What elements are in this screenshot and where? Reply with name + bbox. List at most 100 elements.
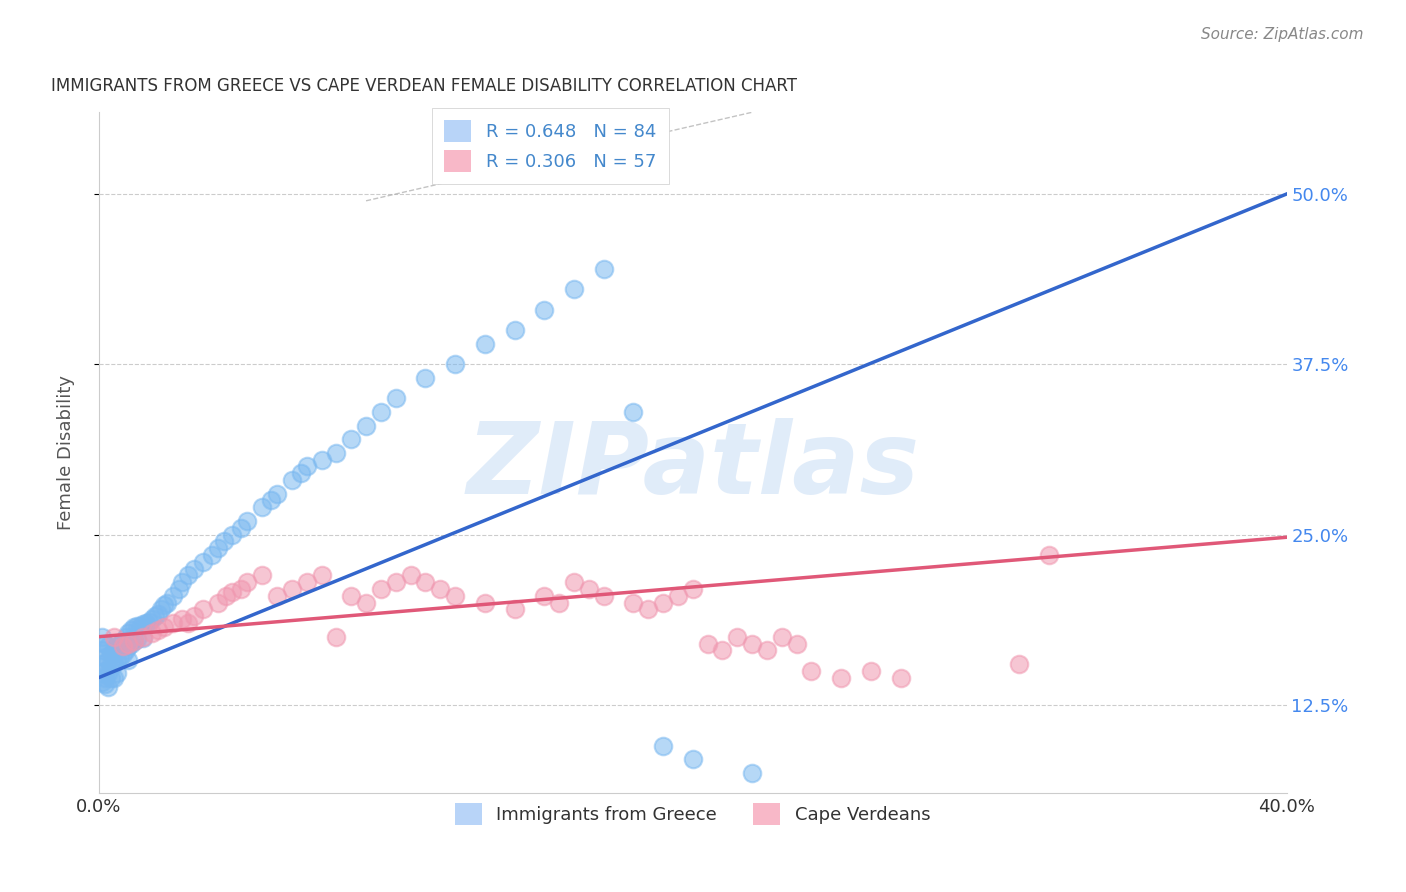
Point bbox=[183, 609, 205, 624]
Point bbox=[444, 357, 467, 371]
Point bbox=[859, 664, 882, 678]
Point bbox=[162, 616, 184, 631]
Point bbox=[666, 589, 689, 603]
Point bbox=[290, 467, 312, 481]
Point bbox=[311, 452, 333, 467]
Point bbox=[120, 623, 142, 637]
Point bbox=[124, 620, 146, 634]
Point bbox=[135, 616, 157, 631]
Point bbox=[170, 612, 193, 626]
Point bbox=[800, 664, 823, 678]
Point bbox=[105, 653, 128, 667]
Point bbox=[281, 582, 304, 596]
Point bbox=[153, 599, 176, 613]
Point bbox=[1038, 548, 1060, 562]
Point bbox=[117, 625, 139, 640]
Point bbox=[148, 607, 170, 621]
Point bbox=[295, 575, 318, 590]
Point bbox=[741, 636, 763, 650]
Point bbox=[711, 643, 734, 657]
Point bbox=[562, 575, 585, 590]
Point bbox=[266, 589, 288, 603]
Point bbox=[124, 633, 146, 648]
Point bbox=[592, 261, 614, 276]
Point bbox=[354, 596, 377, 610]
Point bbox=[162, 589, 184, 603]
Point bbox=[114, 643, 136, 657]
Point bbox=[370, 405, 392, 419]
Point bbox=[103, 630, 125, 644]
Point bbox=[103, 657, 125, 671]
Point bbox=[562, 282, 585, 296]
Point bbox=[124, 633, 146, 648]
Point bbox=[325, 446, 347, 460]
Point bbox=[652, 596, 675, 610]
Point bbox=[311, 568, 333, 582]
Point bbox=[1008, 657, 1031, 671]
Point bbox=[93, 671, 115, 685]
Point bbox=[93, 664, 115, 678]
Point bbox=[97, 639, 120, 653]
Point bbox=[682, 582, 704, 596]
Point bbox=[90, 643, 112, 657]
Point bbox=[231, 521, 253, 535]
Legend: Immigrants from Greece, Cape Verdeans: Immigrants from Greece, Cape Verdeans bbox=[447, 796, 938, 832]
Point bbox=[114, 630, 136, 644]
Point bbox=[755, 643, 778, 657]
Point bbox=[250, 500, 273, 515]
Y-axis label: Female Disability: Female Disability bbox=[58, 376, 75, 531]
Point bbox=[127, 632, 149, 647]
Point bbox=[93, 650, 115, 665]
Point bbox=[354, 418, 377, 433]
Point bbox=[117, 653, 139, 667]
Point bbox=[384, 575, 406, 590]
Point bbox=[108, 650, 131, 665]
Point bbox=[786, 636, 808, 650]
Text: ZIPatlas: ZIPatlas bbox=[467, 418, 920, 515]
Point bbox=[170, 575, 193, 590]
Point bbox=[207, 541, 229, 556]
Point bbox=[177, 568, 200, 582]
Point bbox=[221, 584, 243, 599]
Point bbox=[340, 589, 363, 603]
Point bbox=[143, 609, 166, 624]
Point bbox=[90, 666, 112, 681]
Point bbox=[325, 630, 347, 644]
Point bbox=[108, 636, 131, 650]
Point bbox=[429, 582, 451, 596]
Point bbox=[637, 602, 659, 616]
Point bbox=[120, 636, 142, 650]
Point bbox=[621, 596, 644, 610]
Point bbox=[138, 615, 160, 629]
Point bbox=[90, 674, 112, 689]
Point bbox=[236, 575, 259, 590]
Point bbox=[201, 548, 224, 562]
Point bbox=[97, 680, 120, 694]
Point bbox=[503, 323, 526, 337]
Point bbox=[696, 636, 718, 650]
Point bbox=[100, 657, 122, 671]
Point bbox=[533, 589, 555, 603]
Point bbox=[474, 336, 496, 351]
Point bbox=[93, 636, 115, 650]
Point bbox=[207, 596, 229, 610]
Point bbox=[129, 619, 152, 633]
Point bbox=[97, 653, 120, 667]
Point bbox=[141, 625, 163, 640]
Point bbox=[340, 432, 363, 446]
Point bbox=[191, 555, 214, 569]
Point bbox=[111, 648, 134, 662]
Text: Source: ZipAtlas.com: Source: ZipAtlas.com bbox=[1201, 27, 1364, 42]
Point bbox=[384, 392, 406, 406]
Text: IMMIGRANTS FROM GREECE VS CAPE VERDEAN FEMALE DISABILITY CORRELATION CHART: IMMIGRANTS FROM GREECE VS CAPE VERDEAN F… bbox=[51, 78, 797, 95]
Point bbox=[370, 582, 392, 596]
Point bbox=[117, 636, 139, 650]
Point bbox=[725, 630, 748, 644]
Point bbox=[156, 596, 179, 610]
Point bbox=[281, 473, 304, 487]
Point bbox=[105, 666, 128, 681]
Point bbox=[111, 639, 134, 653]
Point bbox=[533, 302, 555, 317]
Point bbox=[212, 534, 235, 549]
Point bbox=[682, 752, 704, 766]
